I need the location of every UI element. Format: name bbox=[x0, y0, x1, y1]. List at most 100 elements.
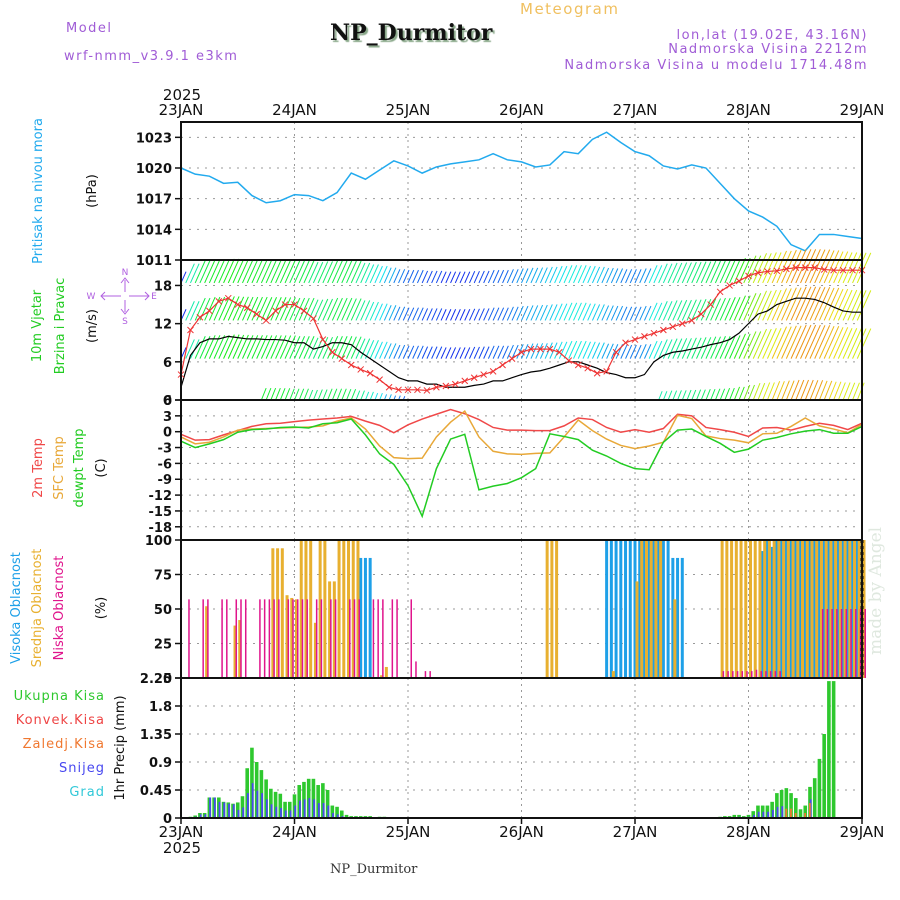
wind-vector bbox=[833, 327, 849, 359]
wind-vector bbox=[279, 335, 292, 359]
low-cloud-bar bbox=[287, 599, 290, 678]
snow-bar bbox=[204, 814, 207, 818]
wind-vector bbox=[346, 298, 357, 321]
wind-vector bbox=[639, 305, 647, 321]
wind-vector bbox=[483, 308, 490, 321]
wind-vector bbox=[464, 347, 471, 359]
high-cloud-bar bbox=[363, 557, 367, 678]
wind-vector bbox=[204, 296, 216, 321]
high-cloud-bar bbox=[803, 540, 807, 678]
wind-vector bbox=[364, 301, 375, 321]
wind-gust-marker bbox=[253, 310, 261, 318]
wind-vector bbox=[469, 271, 476, 284]
wind-vector bbox=[445, 271, 452, 284]
wind-vector bbox=[653, 340, 663, 359]
wind-vector bbox=[473, 271, 480, 284]
wind-vector bbox=[738, 295, 751, 321]
wind-vector bbox=[279, 388, 286, 401]
low-cloud-bar bbox=[202, 599, 204, 678]
high-cloud-bar bbox=[647, 540, 651, 678]
wind-vector bbox=[837, 328, 853, 359]
wind-vector bbox=[752, 290, 768, 321]
wind-vector bbox=[785, 380, 795, 401]
low-cloud-bar bbox=[769, 671, 772, 678]
wind-vector bbox=[199, 297, 211, 321]
wind-gust-marker bbox=[480, 371, 488, 378]
wind-vector bbox=[346, 388, 352, 401]
wind-vector bbox=[279, 259, 292, 284]
wind-vector bbox=[573, 302, 582, 321]
total-precip-bar bbox=[283, 801, 287, 818]
wind-vector bbox=[336, 297, 348, 321]
wind-vector bbox=[596, 266, 605, 284]
wind-gust-marker bbox=[224, 294, 232, 302]
y-tick-label: 2.25 bbox=[140, 672, 172, 687]
wind-vector bbox=[284, 335, 296, 359]
wind-vector bbox=[289, 297, 301, 321]
wind-vector bbox=[644, 305, 652, 321]
wind-vector bbox=[270, 259, 282, 284]
low-cloud-bar bbox=[259, 599, 261, 678]
mid-cloud-bar bbox=[753, 540, 757, 678]
wind-vector bbox=[667, 300, 678, 321]
total-precip-bar bbox=[803, 805, 808, 818]
wind-gust-marker bbox=[470, 374, 478, 382]
wind-vector bbox=[312, 261, 324, 284]
wind-gust-marker bbox=[433, 383, 440, 391]
wind-gust-marker bbox=[395, 386, 402, 394]
wind-vector bbox=[554, 303, 563, 321]
mid-cloud-bar bbox=[304, 540, 308, 678]
wind-vector bbox=[582, 341, 591, 359]
wind-gust-marker bbox=[678, 320, 686, 327]
wind-vector bbox=[629, 344, 637, 359]
wind-gust-marker bbox=[754, 269, 762, 277]
mid-cloud-bar bbox=[862, 540, 866, 678]
low-cloud-label: Niska Oblacnost bbox=[52, 556, 67, 661]
wind-vector bbox=[431, 346, 438, 359]
wind-vector bbox=[388, 343, 397, 359]
high-cloud-bar bbox=[671, 557, 675, 678]
mid-cloud-bar bbox=[659, 540, 663, 678]
wind-vector bbox=[260, 259, 273, 284]
wind-vector bbox=[492, 269, 500, 284]
wind-vector bbox=[629, 306, 637, 321]
wind-vector bbox=[421, 308, 429, 321]
wind-vector bbox=[364, 391, 370, 401]
wind-vector bbox=[766, 328, 782, 359]
mid-cloud-bar bbox=[725, 540, 729, 678]
y-tick-label: -18 bbox=[149, 521, 173, 536]
mid-cloud-bar bbox=[635, 581, 639, 678]
wind-vector bbox=[639, 268, 647, 284]
wind-vector bbox=[464, 309, 471, 321]
wind-vector bbox=[246, 296, 259, 321]
wind-vector bbox=[322, 298, 333, 321]
wind-vector bbox=[393, 344, 401, 359]
wind-vector bbox=[790, 286, 807, 321]
wind-vector bbox=[615, 268, 624, 284]
wind-vector bbox=[672, 390, 678, 401]
wind-vector bbox=[289, 336, 301, 359]
mid-cloud-bar bbox=[782, 540, 786, 678]
wind-vector bbox=[596, 304, 605, 321]
wind-gust-marker bbox=[839, 266, 847, 274]
wind-vector bbox=[393, 269, 401, 284]
y-tick-label: -6 bbox=[158, 457, 172, 472]
compass-n-label: N bbox=[122, 268, 129, 278]
wind-vector bbox=[648, 302, 658, 321]
wind-vector bbox=[856, 382, 865, 401]
wind-gust-marker bbox=[262, 317, 270, 324]
high-cloud-bar bbox=[822, 540, 826, 678]
wind-vector bbox=[260, 387, 267, 401]
wind-vector bbox=[601, 343, 610, 359]
mid-cloud-bar bbox=[233, 625, 237, 678]
low-cloud-bar bbox=[821, 609, 824, 678]
wind-vector bbox=[265, 387, 272, 401]
wind-vector bbox=[506, 306, 514, 321]
low-cloud-bar bbox=[358, 599, 360, 678]
wind-vector bbox=[185, 263, 195, 284]
total-precip-bar bbox=[732, 814, 737, 818]
high-cloud-bar bbox=[841, 540, 845, 678]
wind-vector bbox=[823, 380, 833, 401]
mid-cloud-bar bbox=[734, 540, 738, 678]
wind-vector bbox=[733, 386, 741, 401]
